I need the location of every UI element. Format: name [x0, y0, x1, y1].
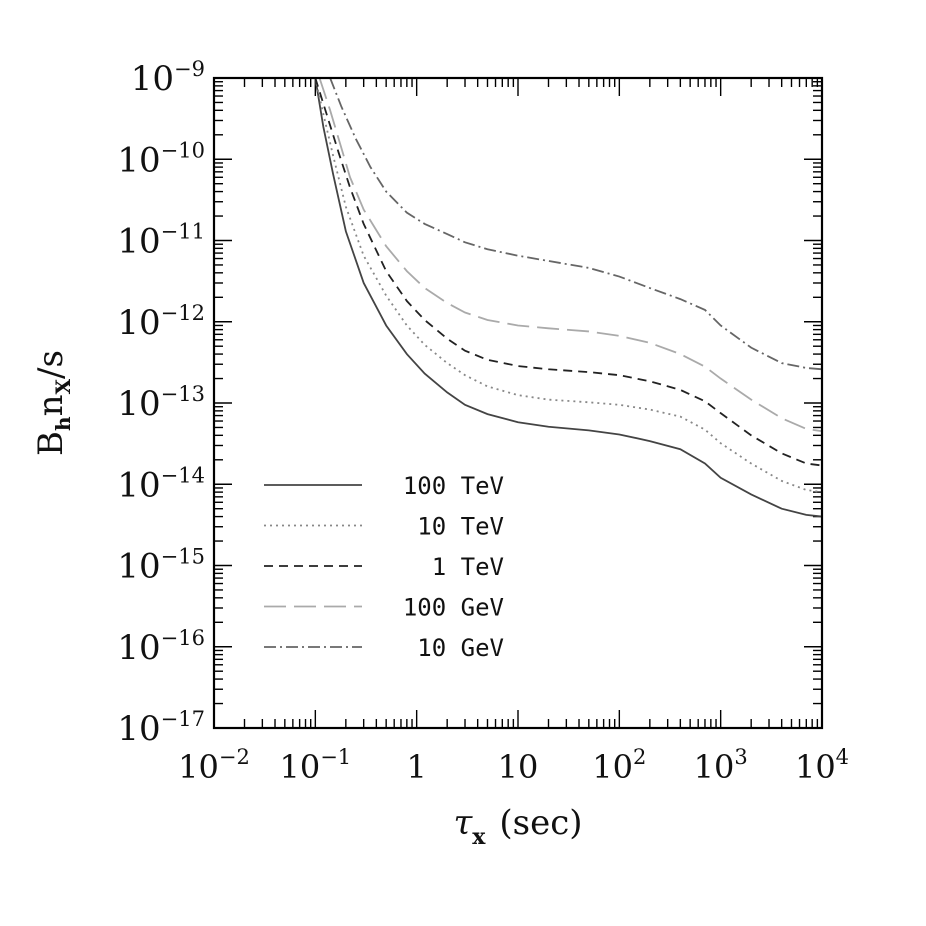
y-tick-label: 10−9: [131, 57, 205, 99]
x-axis-title: τx (sec): [453, 803, 582, 850]
legend-label-0: 100 TeV: [403, 472, 504, 500]
y-tick-labels: 10−9 10−10 10−11 10−12 10−13 10−14 10−15 10−16 1…: [117, 57, 205, 749]
y-tick-label: 10−12: [117, 301, 205, 343]
y-axis-title-rest: /s: [31, 350, 71, 379]
series-line-1: [314, 78, 822, 494]
y-tick-label: 10−11: [117, 220, 205, 262]
y-tick-label: 10−16: [117, 626, 205, 668]
y-axis-title-sub-x: X: [51, 378, 75, 394]
legend: 100 TeV 10 TeV 1 TeV 100 GeV 10 GeV: [264, 472, 504, 662]
y-tick-label: 10−15: [117, 545, 205, 587]
series-line-0: [314, 78, 822, 518]
x-tick-label: 10−2: [178, 745, 250, 786]
plot-frame: [212, 76, 824, 730]
y-axis-title-n: n: [31, 394, 71, 416]
x-axis-title-sub: x: [472, 824, 486, 850]
series-line-3: [318, 78, 822, 433]
series-line-2: [314, 78, 822, 467]
x-tick-labels: 10−2 10−1 1 10 102 103 104: [178, 745, 849, 786]
y-tick-label: 10−14: [117, 463, 205, 505]
x-tick-label: 103: [694, 745, 748, 786]
x-tick-label: 102: [592, 745, 646, 786]
y-tick-label: 10−17: [117, 707, 205, 749]
x-axis-title-main: τ: [453, 803, 473, 843]
x-tick-label: 1: [406, 748, 426, 786]
x-axis-title-unit: (sec): [499, 803, 582, 843]
y-tick-label: 10−13: [117, 382, 205, 424]
y-axis-title-sub-h: h: [51, 416, 75, 431]
x-tick-label: 10−1: [279, 745, 351, 786]
legend-label-2: 1 TeV: [432, 553, 504, 581]
series-line-4: [329, 78, 822, 371]
series-group: [314, 78, 822, 518]
y-axis-title-main: B: [31, 431, 71, 456]
legend-label-1: 10 TeV: [417, 513, 504, 541]
y-axis-title: BhnX/s: [31, 350, 75, 456]
x-tick-label: 104: [795, 745, 849, 786]
x-tick-label: 10: [498, 748, 539, 786]
minor-ticks: [214, 78, 822, 728]
y-tick-label: 10−10: [117, 138, 205, 180]
legend-label-3: 100 GeV: [403, 594, 504, 622]
legend-label-4: 10 GeV: [417, 634, 504, 662]
